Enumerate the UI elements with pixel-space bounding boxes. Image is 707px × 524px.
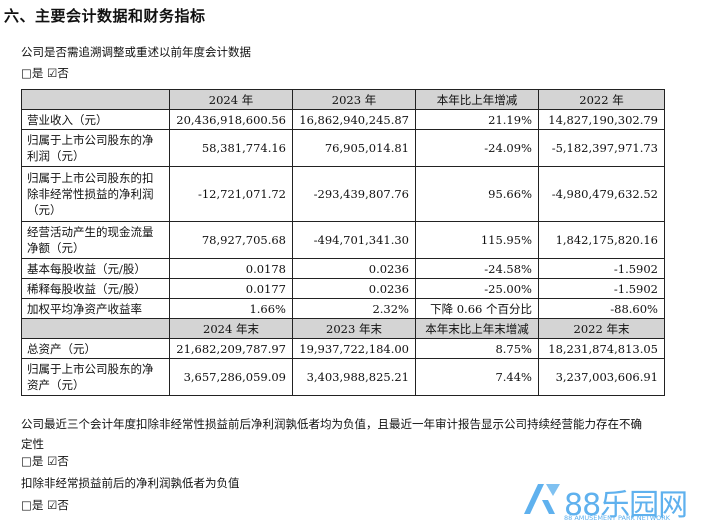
cell-value: 21,682,209,787.97 [169,338,293,359]
lower-profit-note: 扣除非经常损益前后的净利润孰低者为负值 [21,476,240,490]
header-cell: 2024 年末 [169,318,293,339]
table-row: 营业收入（元） 20,436,918,600.56 16,862,940,245… [21,109,665,130]
cell-value: 0.0236 [292,278,416,299]
watermark-subtext: 88 AMUSEMENT PARK NETWORK [564,514,671,522]
header-cell: 2023 年末 [292,318,416,339]
table-row: 总资产（元） 21,682,209,787.97 19,937,722,184.… [21,338,665,359]
row-label: 经营活动产生的现金流量净额（元） [21,221,170,259]
cell-value: -1.5902 [538,278,665,299]
header-cell: 本年比上年增减 [415,89,539,110]
header-cell: 2022 年 [538,89,665,110]
cell-value: -12,721,071.72 [169,166,293,222]
cell-value: 19,937,722,184.00 [292,338,416,359]
cell-value: 1,842,175,820.16 [538,221,665,259]
cell-value: 76,905,014.81 [292,129,416,167]
row-label: 加权平均净资产收益率 [21,298,170,319]
table-row: 归属于上市公司股东的净利润（元） 58,381,774.16 76,905,01… [21,129,665,167]
cell-value: 0.0177 [169,278,293,299]
header-cell: 2024 年 [169,89,293,110]
cell-value: 8.75% [415,338,539,359]
cell-value: 1.66% [169,298,293,319]
cell-value: -494,701,341.30 [292,221,416,259]
cell-value: 7.44% [415,358,539,396]
cell-value: 下降 0.66 个百分比 [415,298,539,319]
cell-value: 3,403,988,825.21 [292,358,416,396]
cell-value: -5,182,397,971.73 [538,129,665,167]
table-row: 基本每股收益（元/股） 0.0178 0.0236 -24.58% -1.590… [21,258,665,279]
cell-value: -88.60% [538,298,665,319]
row-label: 归属于上市公司股东的净资产（元） [21,358,170,396]
table-row: 归属于上市公司股东的扣除非经常性损益的净利润（元） -12,721,071.72… [21,166,665,222]
going-concern-checkbox: □是 ☑否 [21,454,69,468]
cell-value: -24.09% [415,129,539,167]
table-row: 稀释每股收益（元/股） 0.0177 0.0236 -25.00% -1.590… [21,278,665,299]
cell-value: -1.5902 [538,258,665,279]
table-row: 经营活动产生的现金流量净额（元） 78,927,705.68 -494,701,… [21,221,665,259]
cell-value: 2.32% [292,298,416,319]
cell-value: 0.0236 [292,258,416,279]
header-cell: 本年末比上年末增减 [415,318,539,339]
cell-value: 95.66% [415,166,539,222]
section-heading: 六、主要会计数据和财务指标 [4,7,206,25]
row-label: 归属于上市公司股东的扣除非经常性损益的净利润（元） [21,166,170,222]
cell-value: 14,827,190,302.79 [538,109,665,130]
header-cell: 2023 年 [292,89,416,110]
header-cell [21,318,170,339]
row-label: 营业收入（元） [21,109,170,130]
cell-value: -24.58% [415,258,539,279]
table-row: 归属于上市公司股东的净资产（元） 3,657,286,059.09 3,403,… [21,358,665,396]
header-cell: 2022 年末 [538,318,665,339]
cell-value: -4,980,479,632.52 [538,166,665,222]
cell-value: 3,237,003,606.91 [538,358,665,396]
table-header: 2024 年 2023 年 本年比上年增减 2022 年 [21,89,665,110]
lower-profit-checkbox: □是 ☑否 [21,498,69,512]
cell-value: -293,439,807.76 [292,166,416,222]
watermark-text: 88乐园网 [564,488,688,523]
going-concern-note: 公司最近三个会计年度扣除非经常性损益前后净利润孰低者均为负值，且最近一年审计报告… [21,417,642,451]
cell-value: 0.0178 [169,258,293,279]
cell-value: 78,927,705.68 [169,221,293,259]
restate-checkbox: □是 ☑否 [21,66,69,80]
header-cell [21,89,170,110]
row-label: 稀释每股收益（元/股） [21,278,170,299]
row-label: 总资产（元） [21,338,170,359]
cell-value: 115.95% [415,221,539,259]
cell-value: -25.00% [415,278,539,299]
table-header: 2024 年末 2023 年末 本年末比上年末增减 2022 年末 [21,318,665,339]
logo-icon [524,484,560,514]
cell-value: 20,436,918,600.56 [169,109,293,130]
table-row: 加权平均净资产收益率 1.66% 2.32% 下降 0.66 个百分比 -88.… [21,298,665,319]
row-label: 归属于上市公司股东的净利润（元） [21,129,170,167]
restate-question: 公司是否需追溯调整或重述以前年度会计数据 [21,45,251,59]
cell-value: 18,231,874,813.05 [538,338,665,359]
financial-data-table: 2024 年 2023 年 本年比上年增减 2022 年 营业收入（元） 20,… [21,89,665,396]
row-label: 基本每股收益（元/股） [21,258,170,279]
cell-value: 58,381,774.16 [169,129,293,167]
cell-value: 21.19% [415,109,539,130]
cell-value: 16,862,940,245.87 [292,109,416,130]
cell-value: 3,657,286,059.09 [169,358,293,396]
